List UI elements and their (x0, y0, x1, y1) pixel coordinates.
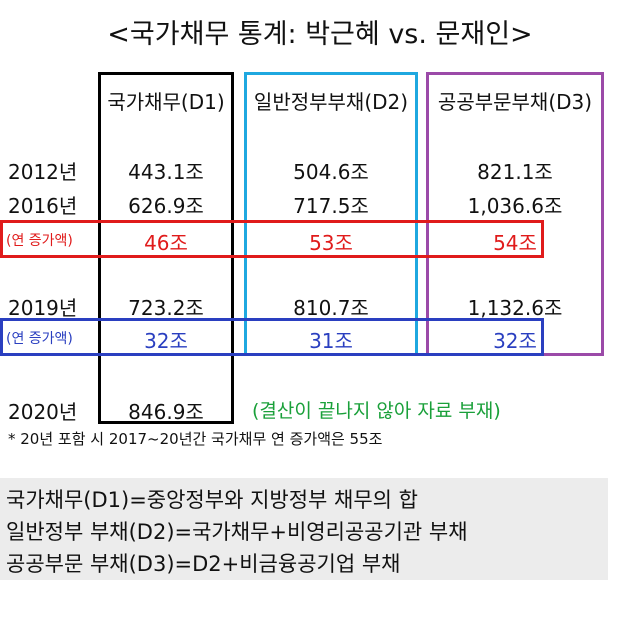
increase-d2-blue: 31조 (309, 329, 353, 353)
cell-2016-d3: 1,036.6조 (467, 194, 563, 218)
increase-label-blue: (연 증가액) (6, 331, 73, 347)
cell-2019-d2: 810.7조 (293, 296, 369, 320)
increase-row-box-blue (0, 318, 544, 356)
cell-2016-d1: 626.9조 (128, 194, 204, 218)
header-d1: 국가채무(D1) (107, 90, 225, 114)
cell-2012-d2: 504.6조 (293, 160, 369, 184)
footnote: * 20년 포함 시 2017~20년간 국가채무 연 증가액은 55조 (8, 430, 383, 448)
increase-d3-blue: 32조 (493, 329, 537, 353)
increase-label-red: (연 증가액) (6, 233, 73, 249)
row-label-2016: 2016년 (8, 194, 78, 218)
note-2020: (결산이 끝나지 않아 자료 부재) (252, 400, 501, 422)
increase-d3-red: 54조 (493, 231, 537, 255)
d1-column-box (98, 72, 234, 424)
header-d2: 일반정부부채(D2) (253, 90, 409, 114)
increase-d2-red: 53조 (309, 231, 353, 255)
cell-2012-d3: 821.1조 (477, 160, 553, 184)
row-label-2020: 2020년 (8, 400, 78, 424)
chart-title: <국가채무 통계: 박근혜 vs. 문재인> (107, 19, 533, 50)
definition-d3: 공공부문 부채(D3)=D2+비금융공기업 부채 (6, 552, 401, 576)
increase-d1-blue: 32조 (144, 329, 188, 353)
cell-2012-d1: 443.1조 (128, 160, 204, 184)
definitions-panel (0, 478, 608, 580)
cell-2020-d1: 846.9조 (128, 400, 204, 424)
cell-2016-d2: 717.5조 (293, 194, 369, 218)
increase-row-box-red (0, 220, 544, 258)
row-label-2019: 2019년 (8, 296, 78, 320)
header-d3: 공공부문부채(D3) (437, 90, 593, 114)
cell-2019-d3: 1,132.6조 (467, 296, 563, 320)
definition-d2: 일반정부 부채(D2)=국가채무+비영리공공기관 부채 (6, 520, 468, 544)
definition-d1: 국가채무(D1)=중앙정부와 지방정부 채무의 합 (6, 488, 418, 512)
increase-d1-red: 46조 (144, 231, 188, 255)
row-label-2012: 2012년 (8, 160, 78, 184)
cell-2019-d1: 723.2조 (128, 296, 204, 320)
